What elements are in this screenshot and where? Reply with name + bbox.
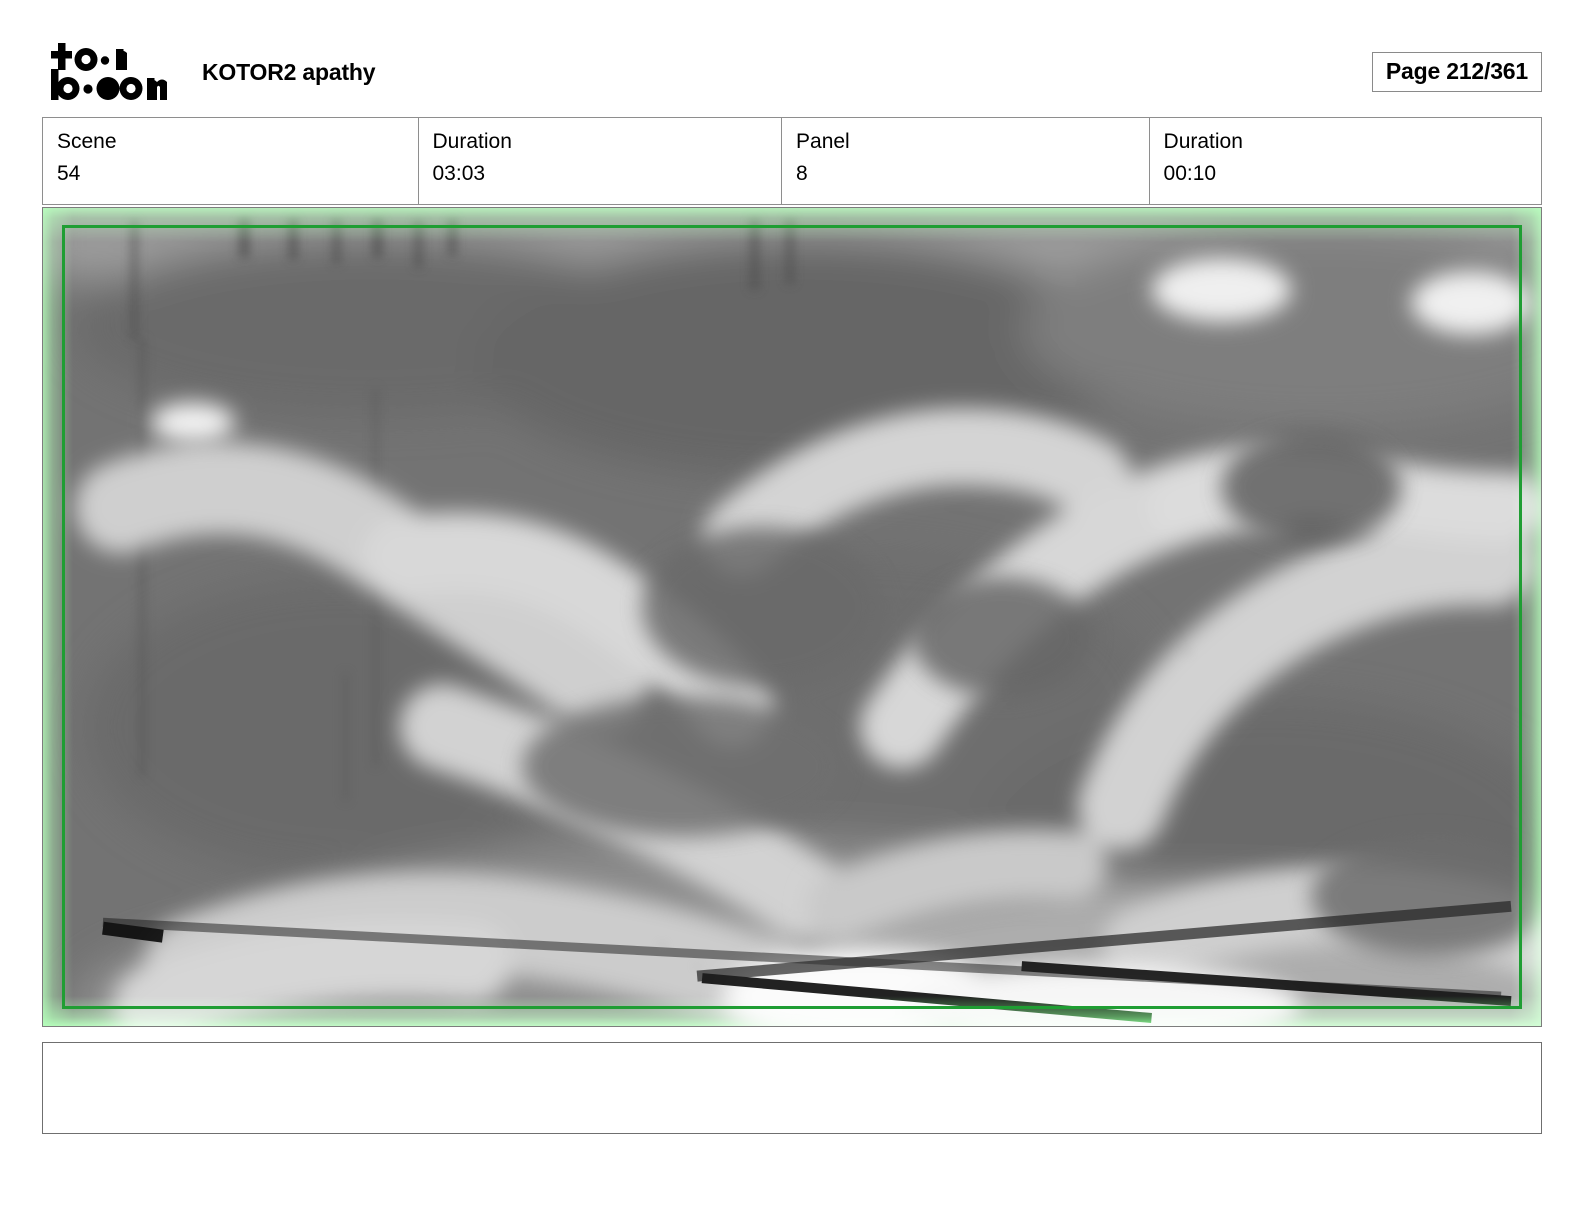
page-title: KOTOR2 apathy [202,58,376,85]
panel-notes-box[interactable] [42,1042,1542,1134]
meta-cell-scene-duration: Duration 03:03 [419,118,783,204]
panel-artwork [43,208,1541,1026]
meta-cell-scene: Scene 54 [43,118,419,204]
toon-boom-logo [48,41,170,103]
page-number-badge: Page 212/361 [1371,51,1542,93]
meta-value-panel-duration: 00:10 [1163,162,1217,185]
meta-value-scene-duration: 03:03 [432,162,486,185]
meta-cell-panel-duration: Duration 00:10 [1150,118,1541,204]
meta-cell-panel: Panel 8 [782,118,1150,204]
meta-value-scene: 54 [57,162,81,185]
meta-value-panel: 8 [796,162,808,185]
page-header: KOTOR2 apathy Page 212/361 [42,38,1542,106]
panel-metadata-table: Scene 54 Duration 03:03 Panel 8 Duration… [42,117,1542,205]
meta-label-scene: Scene [57,130,117,153]
meta-label-panel-duration: Duration [1163,130,1243,153]
storyboard-image-panel[interactable] [42,207,1542,1027]
meta-label-panel: Panel [796,130,850,153]
meta-label-scene-duration: Duration [432,130,512,153]
panel-notes-text [43,1043,1541,1067]
